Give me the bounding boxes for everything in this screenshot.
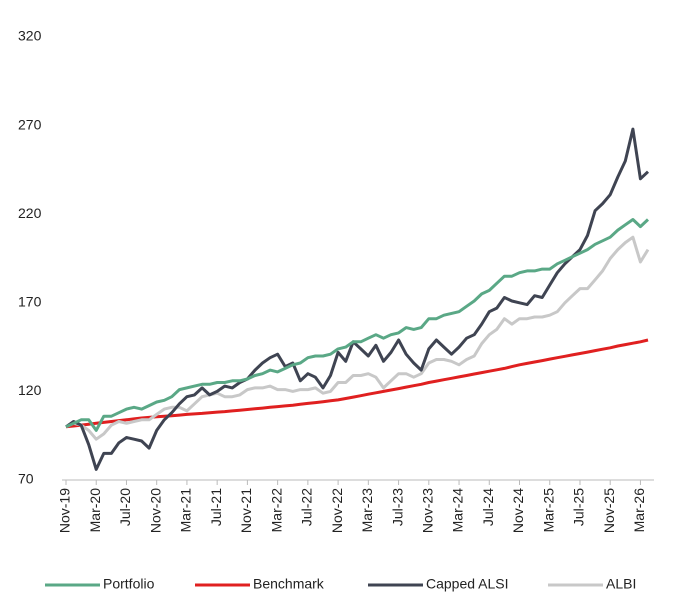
legend-label: Capped ALSI [426, 576, 509, 592]
x-tick-label: Jul-20 [117, 488, 133, 526]
y-tick-label: 320 [18, 28, 42, 44]
y-tick-label: 170 [18, 294, 42, 310]
legend-label: Portfolio [103, 576, 155, 592]
series-line [65, 338, 649, 429]
x-tick-label: Nov-23 [420, 488, 436, 533]
x-tick-label: Mar-22 [268, 488, 284, 533]
y-tick-label: 70 [18, 471, 34, 487]
legend-label: Benchmark [253, 576, 325, 592]
x-tick-label: Nov-22 [329, 488, 345, 533]
x-tick-label: Mar-23 [359, 488, 375, 533]
x-tick-label: Jul-24 [480, 488, 496, 526]
x-tick-label: Jul-23 [389, 488, 405, 526]
x-tick-label: Mar-20 [87, 488, 103, 533]
series-line [65, 235, 650, 441]
x-tick-label: Nov-20 [147, 488, 163, 533]
x-tick-label: Jul-25 [571, 488, 587, 526]
x-tick-label: Mar-26 [631, 488, 647, 533]
x-tick-label: Nov-21 [238, 488, 254, 533]
x-tick-label: Jul-21 [208, 488, 224, 526]
y-tick-label: 270 [18, 116, 42, 132]
y-tick-label: 220 [18, 205, 42, 221]
y-tick-label: 120 [18, 382, 42, 398]
x-tick-label: Mar-21 [178, 488, 194, 533]
series-line [65, 127, 650, 471]
series-line [65, 218, 650, 432]
x-tick-label: Nov-24 [510, 488, 526, 533]
legend-label: ALBI [606, 576, 636, 592]
x-tick-label: Mar-25 [540, 488, 556, 533]
x-tick-label: Mar-24 [450, 488, 466, 533]
x-tick-label: Nov-19 [57, 488, 73, 533]
x-tick-label: Nov-25 [601, 488, 617, 533]
x-tick-label: Jul-22 [299, 488, 315, 526]
